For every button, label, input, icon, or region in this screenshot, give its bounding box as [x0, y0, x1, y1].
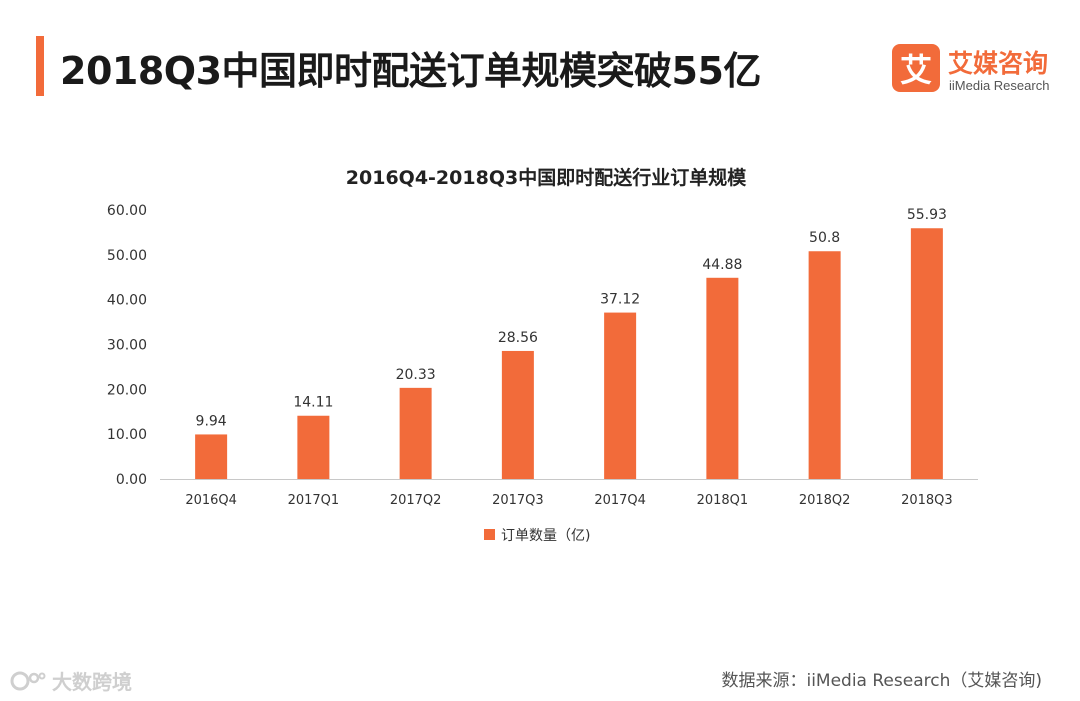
bar: [808, 251, 841, 479]
bar-value-label: 44.88: [702, 257, 742, 273]
x-tick-label: 2018Q1: [697, 493, 749, 508]
watermark-text: 大数跨境: [52, 670, 132, 694]
y-tick-label: 20.00: [107, 382, 147, 398]
y-tick-label: 0.00: [116, 472, 147, 488]
watermark-logo-icon: [10, 671, 46, 690]
x-tick-label: 2017Q1: [288, 493, 340, 508]
y-tick-label: 60.00: [107, 203, 147, 219]
x-tick-label: 2018Q3: [901, 493, 953, 508]
x-axis: 2016Q4 2017Q1 2017Q2 2017Q3 2017Q4 2018Q1 2018…: [160, 479, 978, 508]
x-tick-label: 2016Q4: [185, 493, 237, 508]
bar: [604, 312, 637, 479]
iimedia-logo: 艾 艾媒咨询 iiMedia Research: [892, 40, 1072, 100]
chart-legend: 订单数量（亿): [484, 528, 590, 544]
bar-value-label: 9.94: [196, 413, 227, 429]
y-tick-label: 50.00: [107, 248, 147, 264]
x-tick-label: 2017Q4: [594, 493, 646, 508]
chart-title: 2016Q4-2018Q3中国即时配送行业订单规模: [346, 166, 747, 189]
bar-value-label: 55.93: [907, 207, 947, 223]
title-accent-bar: [36, 36, 44, 96]
bar-value-label: 20.33: [396, 367, 436, 383]
bar-series: 9.94 14.11 20.33 28.56 37.12 44.88 50.8 55.93: [195, 207, 947, 479]
page-title: 2018Q3中国即时配送订单规模突破55亿: [60, 49, 761, 93]
y-tick-label: 10.00: [107, 427, 147, 443]
bar-value-label: 14.11: [293, 395, 333, 411]
bar-value-label: 28.56: [498, 330, 538, 346]
y-axis: 0.00 10.00 20.00 30.00 40.00 50.00 60.00: [107, 203, 147, 488]
logo-subtitle: iiMedia Research: [949, 78, 1050, 93]
bar: [706, 277, 739, 479]
bar-value-label: 37.12: [600, 292, 640, 308]
legend-label: 订单数量（亿): [501, 528, 590, 544]
x-tick-label: 2018Q2: [799, 493, 851, 508]
logo-mark-icon: 艾: [892, 44, 940, 92]
bar: [195, 434, 228, 479]
y-tick-label: 40.00: [107, 293, 147, 309]
y-tick-label: 30.00: [107, 338, 147, 354]
bar: [501, 350, 534, 479]
x-tick-label: 2017Q3: [492, 493, 544, 508]
bar-value-label: 50.8: [809, 230, 840, 246]
legend-swatch: [484, 529, 495, 540]
watermark: 大数跨境: [10, 666, 132, 695]
bar: [297, 415, 330, 479]
bar: [910, 228, 943, 479]
logo-name: 艾媒咨询: [948, 49, 1049, 78]
bar: [399, 387, 432, 479]
x-tick-label: 2017Q2: [390, 493, 442, 508]
data-source: 数据来源：iiMedia Research（艾媒咨询): [721, 671, 1042, 691]
